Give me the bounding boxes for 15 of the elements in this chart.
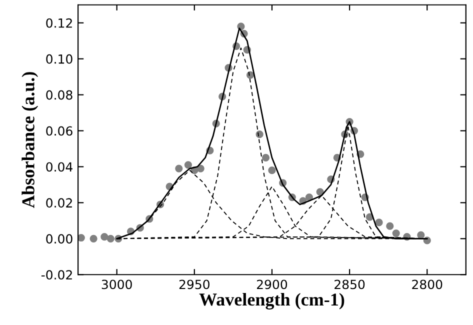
y-tick-label: 0.04 — [46, 162, 72, 172]
x-tick-label: 2800 — [412, 280, 442, 290]
y-axis-title: Absorbance (a.u.) — [22, 72, 38, 208]
y-tick-label: 0.00 — [46, 234, 72, 244]
x-tick-label: 2950 — [179, 280, 210, 290]
y-tick-label: 0.08 — [46, 90, 72, 100]
y-tick-label: 0.06 — [46, 126, 72, 136]
x-tick-label: 2900 — [256, 280, 288, 290]
y-tick-label: -0.02 — [41, 270, 72, 280]
y-tick-label: 0.02 — [46, 198, 72, 208]
x-tick-label: 3000 — [102, 280, 132, 290]
y-tick-label: 0.12 — [46, 18, 72, 28]
x-tick-label: 2850 — [334, 280, 365, 290]
x-axis-title: Wavelength (cm-1) — [199, 292, 344, 310]
y-tick-label: 0.10 — [46, 54, 72, 64]
